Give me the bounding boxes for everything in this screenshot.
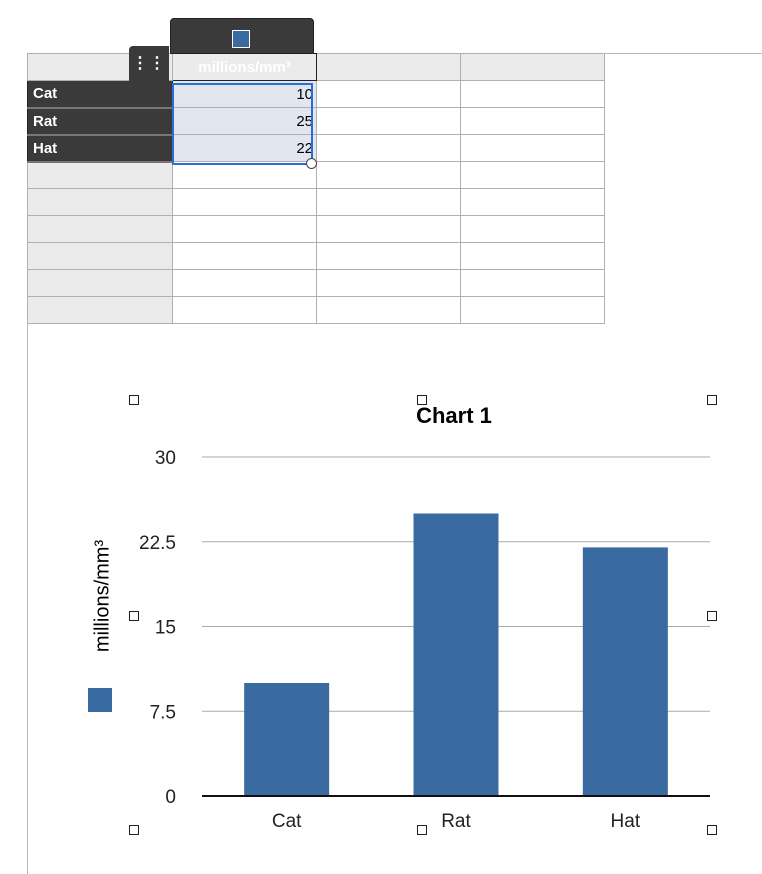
legend-swatch[interactable] (88, 688, 112, 712)
y-tick-label: 15 (155, 618, 176, 639)
selection-resize-handle[interactable] (306, 158, 317, 169)
row-header-empty[interactable] (27, 296, 173, 324)
row-header-empty[interactable] (27, 242, 173, 270)
chart-resize-handle[interactable] (707, 395, 717, 405)
table-cell[interactable] (316, 188, 461, 216)
canvas-left-border (27, 53, 28, 874)
y-tick-label: 30 (155, 448, 176, 469)
chart-resize-handle[interactable] (707, 611, 717, 621)
bar-cat (244, 683, 330, 796)
x-tick-label: Cat (272, 811, 302, 832)
x-tick-label: Rat (441, 811, 471, 832)
row-header-rat[interactable]: Rat (27, 107, 173, 136)
row-header-hat[interactable]: Hat (27, 134, 173, 163)
table-cell[interactable] (460, 296, 605, 324)
bar-rat (413, 513, 499, 796)
table-cell[interactable] (172, 215, 317, 243)
chart-resize-handle[interactable] (129, 395, 139, 405)
table-cell[interactable] (460, 107, 605, 135)
table-cell[interactable] (316, 296, 461, 324)
header-cell[interactable] (316, 53, 461, 81)
table-cell[interactable] (172, 296, 317, 324)
row-header-empty[interactable] (27, 161, 173, 189)
chart-title[interactable]: Chart 1 (416, 403, 492, 428)
table-cell[interactable] (316, 134, 461, 162)
y-tick-label: 0 (165, 787, 176, 808)
value-cell-rat[interactable]: 25 (172, 107, 317, 135)
chart-resize-handle[interactable] (417, 395, 427, 405)
chart-resize-handle[interactable] (417, 825, 427, 835)
cell-selection (172, 83, 313, 165)
y-tick-label: 7.5 (150, 702, 176, 723)
header-cell[interactable] (460, 53, 605, 81)
bar-hat (582, 547, 668, 796)
y-tick-label: 22.5 (139, 533, 176, 554)
chart-resize-handle[interactable] (707, 825, 717, 835)
column-grip-icon[interactable]: ⋮⋮ (129, 46, 169, 82)
series-color-swatch[interactable] (232, 30, 250, 48)
column-header-series[interactable]: millions/mm³ (172, 53, 317, 81)
row-header-cat[interactable]: Cat (27, 80, 173, 109)
table-cell[interactable] (316, 242, 461, 270)
table-cell[interactable] (460, 80, 605, 108)
table-cell[interactable] (172, 242, 317, 270)
row-header-empty[interactable] (27, 215, 173, 243)
row-header-empty[interactable] (27, 188, 173, 216)
x-tick-label: Hat (611, 811, 641, 832)
chart-resize-handle[interactable] (129, 611, 139, 621)
data-table[interactable]: millions/mm³ Cat 10 Rat 25 Hat 22 (27, 53, 605, 324)
chart-resize-handle[interactable] (129, 825, 139, 835)
